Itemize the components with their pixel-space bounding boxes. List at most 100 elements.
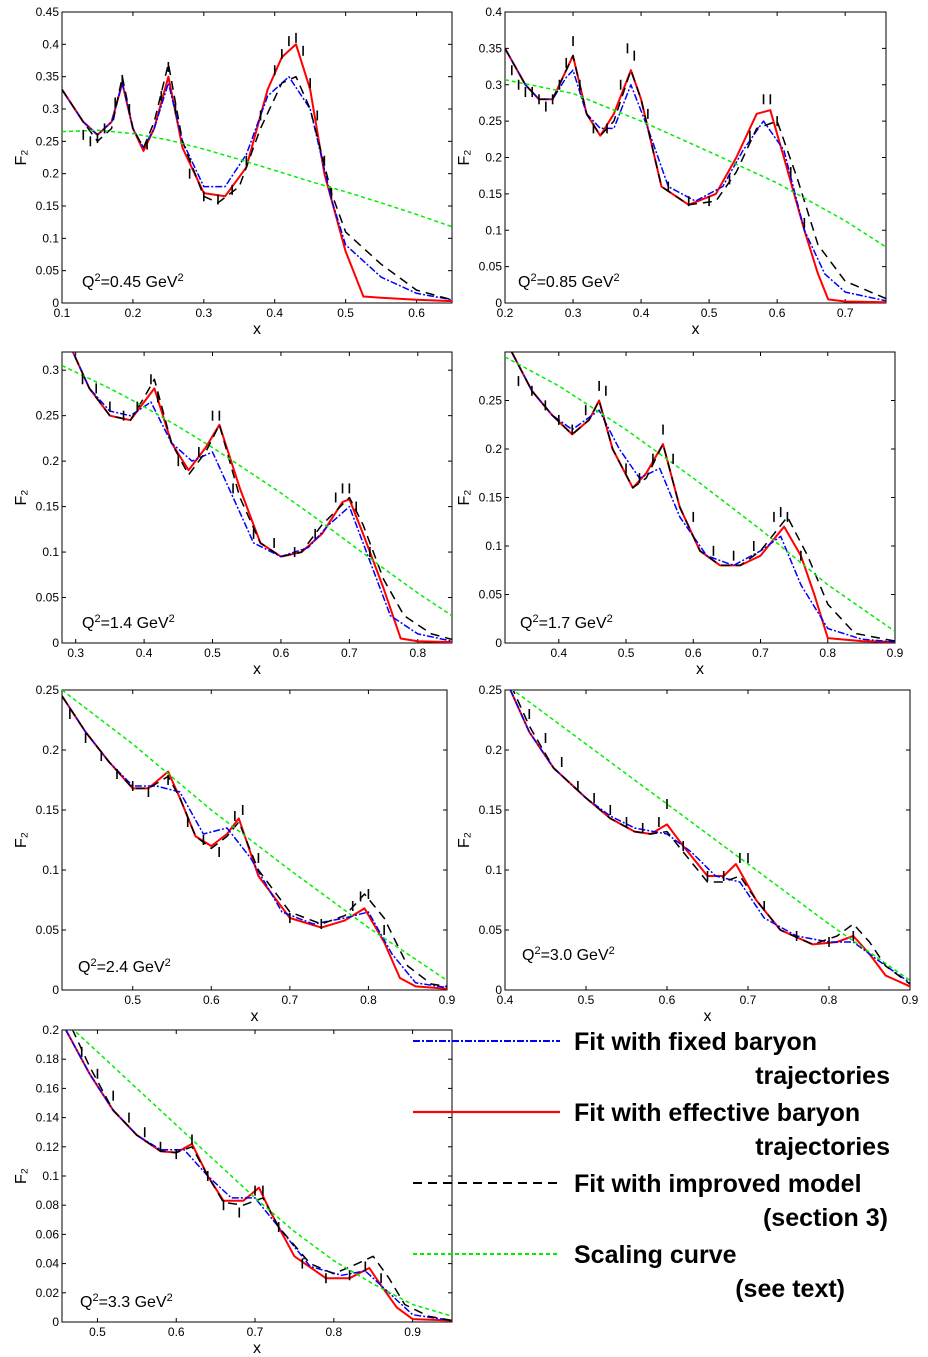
axes-box (61, 1029, 453, 1323)
q2-value: =3.0 GeV (541, 947, 609, 964)
y-tick-label: 0.05 (479, 588, 503, 602)
legend-label-effective: Fit with effective baryon (574, 1099, 860, 1127)
plot-area (62, 690, 447, 990)
x-tick-label: 0.4 (550, 646, 567, 660)
series-scaling (505, 356, 895, 633)
plot-area (62, 352, 452, 643)
series-fixed (65, 1030, 452, 1322)
y-tick-label: 0.3 (42, 102, 59, 116)
y-axis-label: F₂ (13, 1168, 30, 1184)
y-axis-label: F₂ (456, 150, 473, 166)
plot-area (509, 690, 910, 988)
x-tick-label: 0.7 (752, 646, 769, 660)
y-tick-label: 0.25 (479, 683, 503, 697)
y-tick-label: 0.15 (36, 199, 60, 213)
series-scaling (72, 1030, 452, 1317)
q2-base: Q (522, 947, 534, 964)
y-tick-label: 0.4 (42, 37, 59, 51)
y-tick-label: 0 (52, 636, 59, 650)
chart-panel-6: 0.4 0.5 0.6 0.7 0.8 0.9 0 0.05 0.1 0.15 0.2 0.25 x F₂… (456, 683, 919, 1025)
chart-panel-3: 0.3 0.4 0.5 0.6 0.7 0.8 0 0.05 0.1 0.15 0.2 0.25 0.3… (13, 351, 453, 678)
y-tick-label: 0.1 (485, 863, 502, 877)
y-tick-label: 0.15 (36, 803, 60, 817)
x-tick-label: 0.6 (769, 306, 786, 320)
q2-label: Q2=0.45 GeV2 (82, 272, 184, 291)
x-tick-label: 0.4 (497, 993, 514, 1007)
series-improved (511, 352, 895, 642)
x-tick-label: 0.5 (701, 306, 718, 320)
x-tick-label: 0.5 (337, 306, 354, 320)
y-tick-label: 0.2 (485, 743, 502, 757)
y-tick-label: 0.1 (42, 231, 59, 245)
y-tick-label: 0.05 (36, 264, 60, 278)
x-tick-label: 0.6 (203, 993, 220, 1007)
y-tick-label: 0.2 (42, 743, 59, 757)
y-tick-label: 0.4 (485, 5, 502, 19)
y-tick-label: 0.05 (36, 923, 60, 937)
series-scaling (62, 364, 452, 617)
y-tick-label: 0.1 (485, 539, 502, 553)
y-tick-label: 0.12 (36, 1140, 60, 1154)
y-tick-label: 0 (495, 636, 502, 650)
y-tick-label: 0.3 (485, 78, 502, 92)
y-tick-label: 0.45 (36, 5, 60, 19)
y-tick-label: 0.2 (42, 1023, 59, 1037)
y-tick-label: 0.2 (485, 151, 502, 165)
legend-label-scaling: Scaling curve (574, 1241, 737, 1269)
y-tick-label: 0 (52, 296, 59, 310)
y-tick-label: 0.15 (479, 491, 503, 505)
series-fixed (505, 48, 886, 302)
q2-base: Q (520, 615, 532, 632)
q2-label: Q2=1.7 GeV2 (520, 613, 613, 632)
q2-base: Q (518, 274, 530, 291)
y-tick-label: 0.04 (36, 1257, 60, 1271)
legend-label-fixed: Fit with fixed baryon (574, 1028, 817, 1056)
q2-value: =1.7 GeV (539, 615, 607, 632)
y-tick-label: 0.2 (485, 442, 502, 456)
q2-label: Q2=2.4 GeV2 (78, 957, 171, 976)
x-tick-label: 0.6 (273, 646, 290, 660)
x-tick-label: 0.3 (195, 306, 212, 320)
series-fixed (72, 352, 452, 642)
y-tick-label: 0.1 (485, 223, 502, 237)
y-tick-label: 0.2 (42, 167, 59, 181)
x-tick-label: 0.7 (282, 993, 299, 1007)
y-axis-label: F₂ (13, 490, 30, 506)
q2-label: Q2=0.85 GeV2 (518, 272, 620, 291)
axes-box (61, 689, 448, 991)
y-tick-label: 0.35 (36, 70, 60, 84)
series-scaling (505, 78, 886, 248)
q2-value: =1.4 GeV (101, 615, 169, 632)
axes-box (504, 11, 887, 304)
y-tick-label: 0.1 (42, 1169, 59, 1183)
x-tick-label: 0.9 (404, 1325, 421, 1339)
y-tick-label: 0.3 (42, 363, 59, 377)
y-tick-label: 0.25 (479, 394, 503, 408)
y-tick-label: 0.15 (479, 187, 503, 201)
series-effective (509, 690, 910, 988)
q2-base: Q (80, 1294, 92, 1311)
q2-base: Q (82, 615, 94, 632)
y-tick-label: 0 (52, 1315, 59, 1329)
series-fixed (511, 352, 895, 643)
y-tick-label: 0 (495, 296, 502, 310)
series-scaling (62, 690, 447, 982)
legend-sublabel-scaling: (see text) (735, 1275, 845, 1303)
series-improved (62, 695, 447, 988)
x-tick-label: 0.9 (439, 993, 456, 1007)
x-tick-label: 0.5 (618, 646, 635, 660)
axes-box (61, 351, 453, 644)
x-tick-label: 0.2 (125, 306, 142, 320)
q2-label: Q2=3.3 GeV2 (80, 1292, 173, 1311)
plot-area (505, 36, 886, 303)
x-tick-label: 0.2 (497, 306, 514, 320)
y-tick-label: 0.15 (479, 803, 503, 817)
x-tick-label: 0.8 (360, 993, 377, 1007)
x-tick-label: 0.7 (837, 306, 854, 320)
x-tick-label: 0.5 (89, 1325, 106, 1339)
series-effective (510, 352, 895, 643)
y-tick-label: 0.1 (42, 863, 59, 877)
x-tick-label: 0.3 (67, 646, 84, 660)
y-tick-label: 0.08 (36, 1198, 60, 1212)
x-axis-label: x (253, 661, 261, 678)
